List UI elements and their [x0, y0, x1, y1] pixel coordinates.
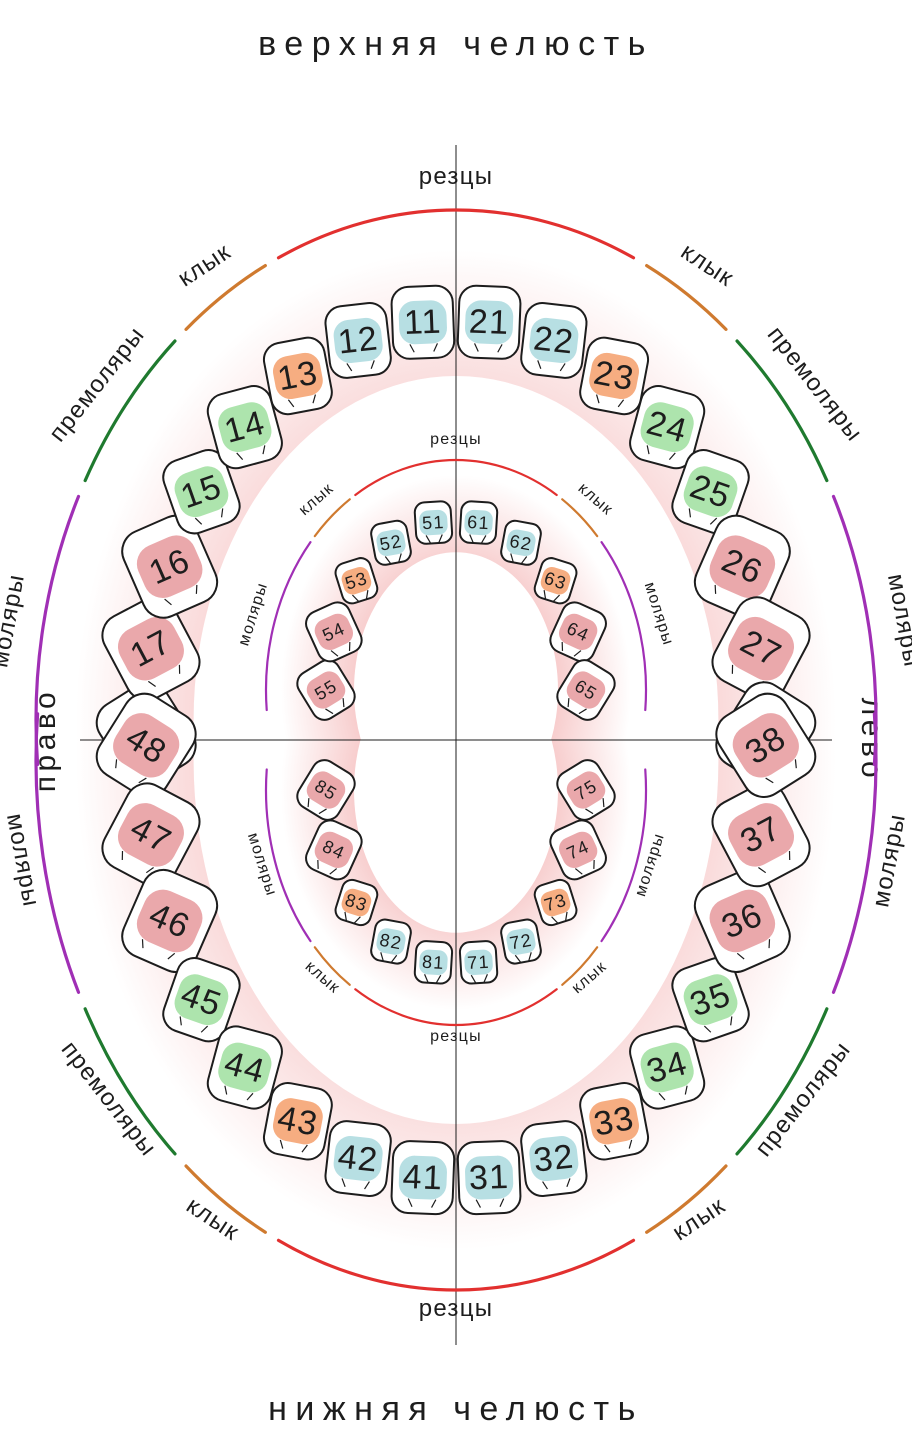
tooth-51: 51 [414, 501, 452, 545]
svg-text:52: 52 [378, 531, 404, 555]
tooth-61: 61 [459, 501, 497, 545]
tooth-71: 71 [459, 941, 497, 985]
label-adult_upper-molar: моляры [882, 572, 912, 670]
label-child_lower-incisor-flat: резцы [430, 1028, 482, 1045]
label-adult_upper-molar: моляры [0, 572, 30, 670]
tooth-31: 31 [457, 1140, 521, 1214]
tooth-22: 22 [519, 301, 588, 379]
svg-text:51: 51 [422, 512, 446, 533]
svg-text:42: 42 [336, 1137, 380, 1179]
right-side-label: право [29, 688, 62, 792]
label-adult_upper-canine: клык [676, 238, 739, 292]
tooth-12: 12 [324, 301, 393, 379]
dental-chart: верхняя челюсть нижняя челюсть право лев… [0, 0, 912, 1448]
label-adult_upper-canine: клык [173, 238, 236, 292]
tooth-43: 43 [261, 1080, 335, 1162]
svg-text:62: 62 [508, 531, 534, 555]
label-adult_lower-premolar: премоляры [750, 1036, 856, 1161]
label-adult_lower-canine: клык [181, 1192, 244, 1246]
label-adult_lower-premolar: премоляры [56, 1036, 162, 1161]
label-adult_lower-incisor-flat: резцы [419, 1295, 494, 1322]
tooth-41: 41 [391, 1140, 455, 1214]
svg-text:13: 13 [275, 354, 322, 399]
label-child_upper-incisor-flat: резцы [430, 431, 482, 448]
tooth-62: 62 [500, 519, 543, 566]
svg-text:43: 43 [275, 1099, 322, 1144]
tooth-21: 21 [457, 285, 521, 359]
tooth-52: 52 [370, 519, 413, 566]
svg-text:72: 72 [508, 930, 534, 954]
svg-text:12: 12 [336, 319, 380, 361]
svg-text:41: 41 [402, 1158, 444, 1197]
svg-text:71: 71 [467, 952, 491, 973]
svg-text:21: 21 [468, 303, 510, 342]
svg-text:31: 31 [468, 1158, 510, 1197]
svg-text:23: 23 [591, 354, 638, 399]
label-adult_upper-incisor-flat: резцы [419, 163, 494, 190]
tooth-13: 13 [261, 335, 335, 417]
tooth-81: 81 [414, 941, 452, 985]
svg-text:81: 81 [422, 952, 446, 973]
svg-text:32: 32 [532, 1137, 576, 1179]
tooth-32: 32 [519, 1119, 588, 1197]
svg-text:82: 82 [378, 930, 404, 954]
svg-text:61: 61 [467, 512, 491, 533]
label-adult_upper-premolar: премоляры [762, 321, 868, 446]
svg-text:22: 22 [532, 319, 576, 361]
label-adult_lower-canine: клык [668, 1192, 731, 1246]
svg-text:11: 11 [403, 303, 442, 342]
lower-jaw-title: нижняя челюсть [268, 1390, 644, 1428]
tooth-11: 11 [391, 285, 455, 359]
tooth-42: 42 [324, 1119, 393, 1197]
label-adult_upper-premolar: премоляры [44, 321, 150, 446]
tooth-72: 72 [500, 918, 543, 965]
upper-jaw-title: верхняя челюсть [258, 25, 654, 63]
tooth-82: 82 [370, 918, 413, 965]
svg-text:33: 33 [591, 1099, 638, 1144]
left-side-label: лево [855, 698, 888, 782]
